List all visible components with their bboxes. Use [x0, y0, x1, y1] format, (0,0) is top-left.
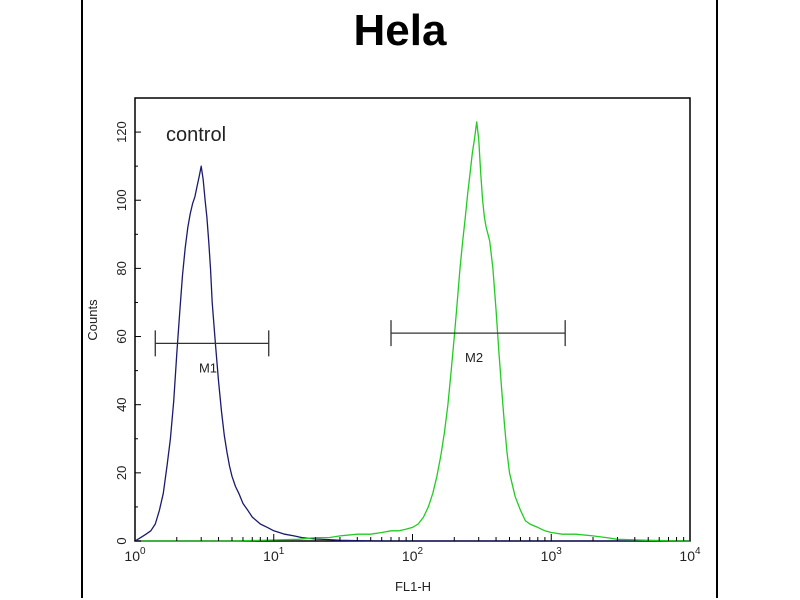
y-tick-label: 100	[114, 189, 129, 211]
marker-label: M2	[465, 350, 483, 365]
y-tick-label: 80	[114, 261, 129, 275]
y-tick-label: 60	[114, 329, 129, 343]
x-tick-label: 104	[679, 546, 701, 564]
control-annotation: control	[166, 124, 226, 146]
y-axis-label: Counts	[85, 299, 100, 341]
x-tick-label: 102	[402, 546, 424, 564]
marker-label: M1	[199, 360, 217, 375]
plot-area	[134, 97, 691, 542]
y-tick-label: 120	[114, 121, 129, 143]
x-tick-label: 103	[541, 546, 563, 564]
y-tick-label: 0	[114, 537, 129, 544]
control-histogram-line	[134, 165, 690, 542]
x-tick-label: 101	[263, 546, 285, 564]
figure-frame	[81, 0, 718, 598]
antibody-histogram-line	[135, 121, 691, 542]
y-tick-label: 20	[114, 466, 129, 480]
y-tick-label: 40	[114, 397, 129, 411]
x-tick-label: 100	[124, 546, 146, 564]
chart-title: Hela	[353, 6, 447, 55]
x-axis-label: FL1-H	[395, 579, 431, 594]
